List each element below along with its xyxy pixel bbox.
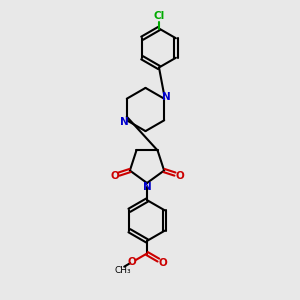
Text: N: N xyxy=(162,92,171,102)
Text: O: O xyxy=(127,257,136,267)
Text: N: N xyxy=(120,117,129,127)
Text: N: N xyxy=(142,182,152,192)
Text: O: O xyxy=(110,171,119,181)
Text: Cl: Cl xyxy=(153,11,165,21)
Text: O: O xyxy=(175,171,184,181)
Text: O: O xyxy=(159,258,168,268)
Text: CH₃: CH₃ xyxy=(114,266,131,275)
